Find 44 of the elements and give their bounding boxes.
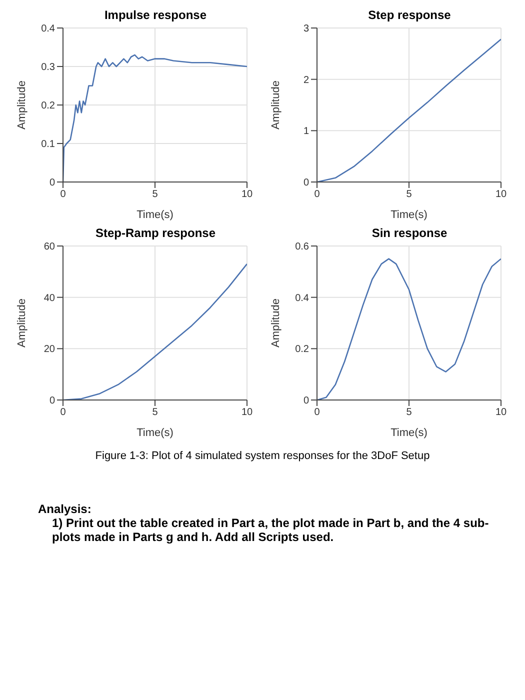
chart-title: Impulse response [103, 8, 208, 22]
x-axis-title: Time(s) [390, 427, 427, 439]
chart-title: Sin response [370, 226, 448, 240]
y-tick-label: 60 [43, 242, 55, 253]
x-tick-label: 10 [494, 189, 506, 200]
y-axis-title: Amplitude [15, 298, 28, 348]
x-tick-label: 5 [152, 189, 158, 200]
y-tick-label: 2 [302, 74, 309, 86]
chart-title: Step response [367, 8, 452, 22]
y-tick-label: 0 [48, 396, 55, 407]
y-tick-label: 0.4 [294, 292, 309, 304]
y-tick-label: 0.2 [294, 344, 309, 356]
y-axis-title: Amplitude [269, 80, 282, 130]
chart-title: Step-Ramp response [94, 226, 217, 240]
y-tick-label: 1 [302, 126, 309, 138]
x-tick-label: 5 [406, 189, 412, 200]
y-axis-title: Amplitude [15, 80, 28, 130]
y-tick-label: 40 [43, 292, 55, 304]
y-tick-label: 0 [302, 178, 309, 189]
x-tick-label: 0 [314, 189, 320, 200]
y-tick-label: 0.6 [294, 242, 309, 253]
y-tick-label: 3 [302, 24, 309, 35]
y-tick-label: 0.2 [40, 100, 55, 112]
x-axis-title: Time(s) [136, 209, 173, 221]
text: Analysis: [38, 502, 92, 516]
y-tick-label: 20 [43, 344, 55, 356]
x-tick-label: 10 [240, 189, 252, 200]
y-tick-label: 0.3 [40, 62, 55, 74]
caption: Figure 1-3: Plot of 4 simulated system responses for the 3DoF Setup [94, 450, 431, 462]
x-tick-label: 10 [240, 407, 252, 418]
x-tick-label: 0 [60, 407, 66, 418]
x-tick-label: 10 [494, 407, 506, 418]
y-tick-label: 0.1 [40, 139, 55, 150]
x-axis-title: Time(s) [390, 209, 427, 221]
text: 1) Print out the table created in Part a, the plot made in Part b, and the 4 sub-plots made in Parts g and h. Add all Scripts used. [52, 516, 490, 544]
y-tick-label: 0.4 [40, 24, 55, 35]
y-tick-label: 0 [48, 178, 55, 189]
x-tick-label: 0 [314, 407, 320, 418]
x-axis-title: Time(s) [136, 427, 173, 439]
x-tick-label: 5 [406, 407, 412, 418]
x-tick-label: 0 [60, 189, 66, 200]
y-axis-title: Amplitude [269, 298, 282, 348]
x-tick-label: 5 [152, 407, 158, 418]
y-tick-label: 0 [302, 396, 309, 407]
